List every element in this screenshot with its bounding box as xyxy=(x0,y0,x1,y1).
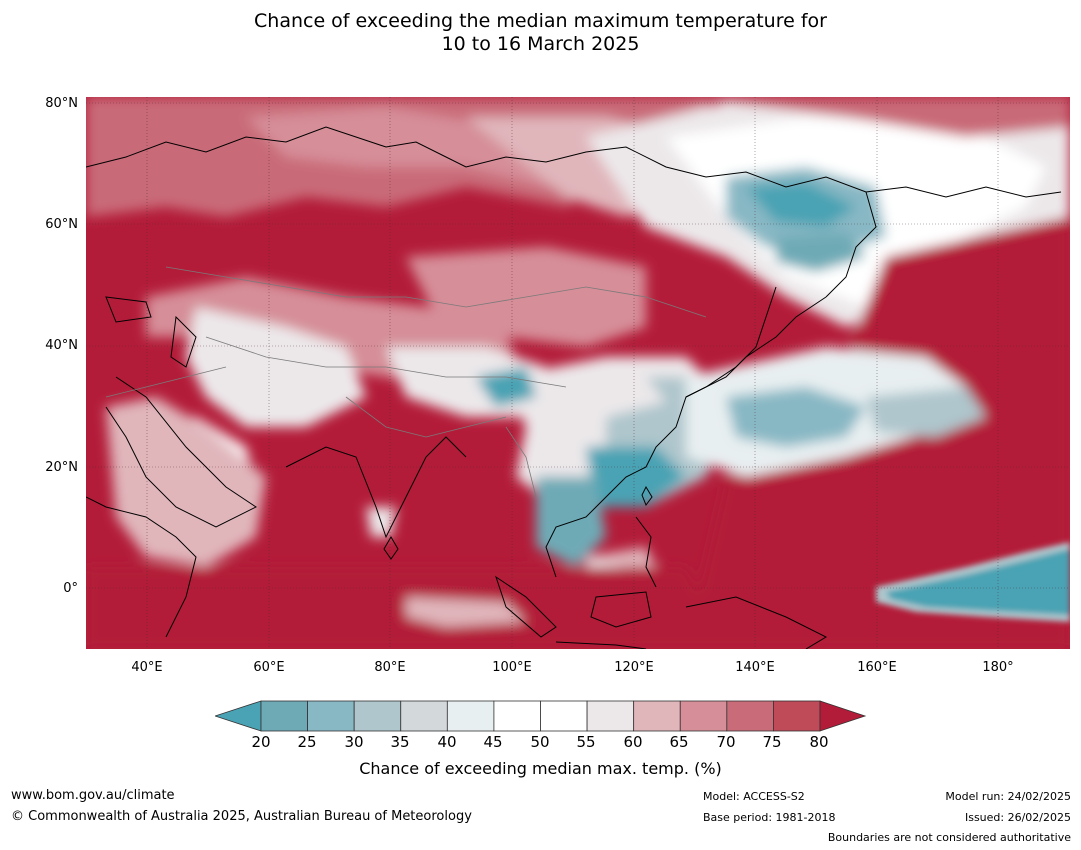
lat-label-equator: 0° xyxy=(63,581,78,596)
field-60-maritime xyxy=(406,597,526,627)
colorbar-cell xyxy=(260,700,308,732)
colorbar-tick-75: 75 xyxy=(762,733,782,751)
website-link[interactable]: www.bom.gov.au/climate xyxy=(11,788,175,803)
probability-map xyxy=(86,97,1070,649)
title-line-1: Chance of exceeding the median maximum t… xyxy=(254,10,827,32)
lon-label-160e: 160°E xyxy=(857,660,897,675)
coastlines xyxy=(86,126,1062,649)
country-boundaries xyxy=(105,266,707,498)
lat-label-20n: 20°N xyxy=(45,460,78,475)
field-50-middle-east xyxy=(186,307,366,427)
coast-philippines xyxy=(635,516,657,588)
colorbar-cell xyxy=(493,700,541,732)
colorbar-cell xyxy=(540,700,588,732)
colorbar-cell xyxy=(400,700,448,732)
coast-east-asia xyxy=(545,296,827,578)
lon-label-120e: 120°E xyxy=(614,660,654,675)
issued-date: Issued: 26/02/2025 xyxy=(964,811,1071,824)
lon-label-60e: 60°E xyxy=(253,660,285,675)
colorbar-cell xyxy=(679,700,728,732)
lat-label-60n: 60°N xyxy=(45,217,78,232)
coast-africa-horn xyxy=(86,496,197,638)
colorbar xyxy=(215,700,867,732)
coast-japan xyxy=(685,286,777,398)
coast-caspian xyxy=(170,315,197,368)
lat-label-40n: 40°N xyxy=(45,338,78,353)
lon-label-80e: 80°E xyxy=(374,660,406,675)
colorbar-tick-25: 25 xyxy=(297,733,317,751)
colorbar-cell xyxy=(307,700,355,732)
field-20-okhotsk xyxy=(776,232,866,272)
colorbar-tick-50: 50 xyxy=(530,733,550,751)
colorbar-tick-20: 20 xyxy=(251,733,271,751)
colorbar-cell xyxy=(586,700,635,732)
copyright-notice: © Commonwealth of Australia 2025, Austra… xyxy=(11,809,472,824)
lon-label-180: 180° xyxy=(982,660,1014,675)
lon-label-140e: 140°E xyxy=(735,660,775,675)
coast-india xyxy=(285,436,467,539)
coast-sumatra xyxy=(495,575,557,638)
coast-black-sea xyxy=(105,296,152,323)
colorbar-tick-65: 65 xyxy=(669,733,689,751)
colorbar-tick-40: 40 xyxy=(437,733,457,751)
colorbar-high-extension xyxy=(819,700,867,732)
coast-java xyxy=(555,641,647,649)
title-line-2: 10 to 16 March 2025 xyxy=(441,33,640,55)
colorbar-tick-30: 30 xyxy=(344,733,364,751)
field-30-western-pacific xyxy=(726,387,866,447)
colorbar-cell xyxy=(353,700,402,732)
model-run-date: Model run: 24/02/2025 xyxy=(945,790,1071,803)
colorbar-cell xyxy=(726,700,774,732)
colorbar-cell xyxy=(633,700,681,732)
probability-field xyxy=(86,97,1070,649)
lon-label-40e: 40°E xyxy=(131,660,163,675)
coast-kamchatka xyxy=(825,191,877,298)
colorbar-tick-35: 35 xyxy=(390,733,410,751)
map-title: Chance of exceeding the median maximum t… xyxy=(0,10,1081,56)
boundaries-disclaimer: Boundaries are not considered authoritat… xyxy=(827,831,1071,844)
lon-label-100e: 100°E xyxy=(492,660,532,675)
base-period: Base period: 1981-2018 xyxy=(703,811,836,824)
colorbar-cell xyxy=(446,700,495,732)
lat-label-80n: 80°N xyxy=(45,96,78,111)
colorbar-tick-70: 70 xyxy=(716,733,736,751)
colorbar-label: Chance of exceeding median max. temp. (%… xyxy=(359,759,722,778)
coast-new-guinea xyxy=(685,596,828,649)
coast-arabia xyxy=(105,376,257,528)
field-70-arctic-top xyxy=(686,97,1070,137)
colorbar-tick-80: 80 xyxy=(809,733,829,751)
coast-taiwan xyxy=(641,485,653,507)
coast-sri-lanka xyxy=(383,536,399,560)
field-20-eq-pacific xyxy=(886,549,1070,615)
equatorial-pacific-anomaly xyxy=(876,542,1070,622)
coast-europe-arctic xyxy=(86,126,1062,198)
field-35-central-pacific xyxy=(866,387,986,437)
field-60-arabia xyxy=(106,397,266,567)
colorbar-tick-45: 45 xyxy=(483,733,503,751)
colorbar-tick-60: 60 xyxy=(623,733,643,751)
coast-borneo xyxy=(590,591,652,628)
colorbar-low-extension xyxy=(215,700,262,732)
colorbar-tick-55: 55 xyxy=(576,733,596,751)
model-name: Model: ACCESS-S2 xyxy=(703,790,805,803)
field-20-siberia xyxy=(746,182,856,227)
colorbar-cell xyxy=(773,700,821,732)
